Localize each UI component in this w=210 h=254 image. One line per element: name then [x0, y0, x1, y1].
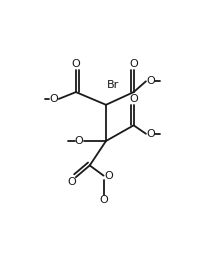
Text: O: O	[146, 129, 155, 139]
Text: O: O	[75, 136, 84, 146]
Text: O: O	[146, 76, 155, 86]
Text: O: O	[104, 171, 113, 181]
Text: O: O	[67, 177, 76, 187]
Text: O: O	[99, 195, 108, 205]
Text: O: O	[72, 59, 80, 69]
Text: O: O	[50, 94, 58, 104]
Text: O: O	[129, 94, 138, 104]
Text: O: O	[129, 59, 138, 69]
Text: Br: Br	[106, 80, 119, 90]
